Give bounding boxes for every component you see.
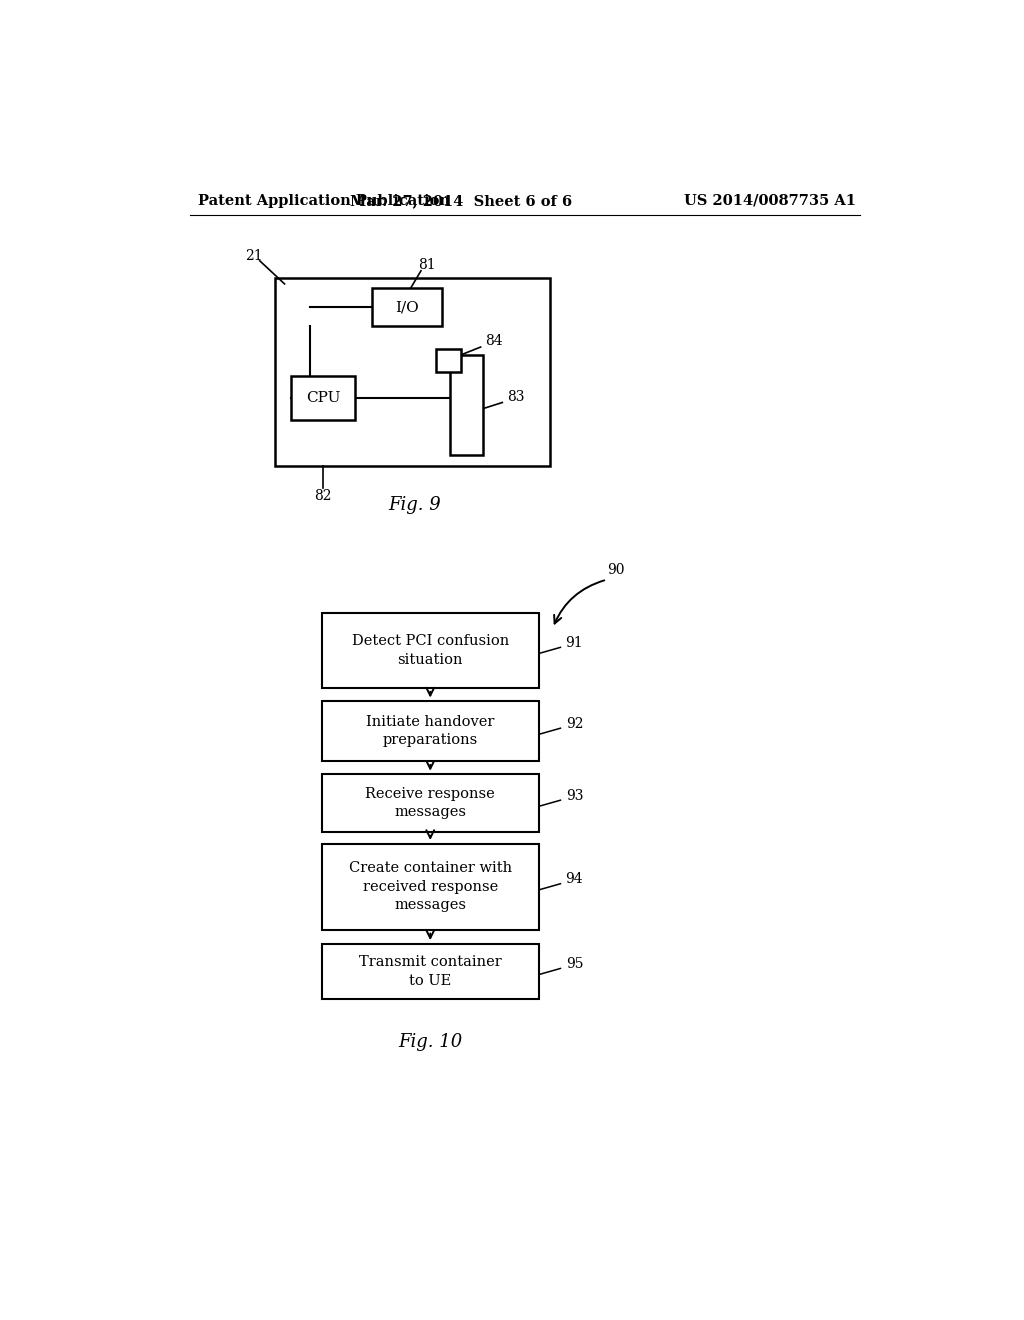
Text: Fig. 9: Fig. 9: [388, 496, 441, 513]
Text: Fig. 10: Fig. 10: [398, 1034, 463, 1051]
Bar: [322, 775, 539, 832]
Bar: [436, 350, 461, 372]
Text: Detect PCI confusion
situation: Detect PCI confusion situation: [351, 634, 509, 667]
Bar: [322, 843, 539, 929]
Bar: [291, 376, 355, 420]
Text: Create container with
received response
messages: Create container with received response …: [349, 862, 512, 912]
Text: 95: 95: [565, 957, 583, 970]
Text: 90: 90: [607, 562, 625, 577]
Text: US 2014/0087735 A1: US 2014/0087735 A1: [684, 194, 856, 207]
Bar: [322, 612, 539, 688]
Text: Transmit container
to UE: Transmit container to UE: [358, 956, 502, 987]
Text: 21: 21: [245, 249, 262, 263]
Text: I/O: I/O: [395, 300, 419, 314]
Text: 82: 82: [314, 488, 332, 503]
Text: Patent Application Publication: Patent Application Publication: [198, 194, 450, 207]
Text: Receive response
messages: Receive response messages: [366, 787, 496, 820]
Text: 92: 92: [565, 717, 583, 730]
Bar: [322, 944, 539, 999]
Text: 81: 81: [419, 257, 436, 272]
Text: 83: 83: [507, 391, 524, 404]
Text: Initiate handover
preparations: Initiate handover preparations: [366, 715, 495, 747]
Bar: [450, 355, 483, 455]
Text: 93: 93: [565, 788, 583, 803]
Text: Mar. 27, 2014  Sheet 6 of 6: Mar. 27, 2014 Sheet 6 of 6: [350, 194, 572, 207]
Bar: [275, 277, 550, 466]
Text: 84: 84: [485, 334, 503, 348]
Text: CPU: CPU: [305, 391, 340, 405]
Text: 91: 91: [565, 636, 584, 649]
Bar: [322, 701, 539, 762]
Text: 94: 94: [565, 873, 584, 886]
Bar: [372, 288, 442, 326]
